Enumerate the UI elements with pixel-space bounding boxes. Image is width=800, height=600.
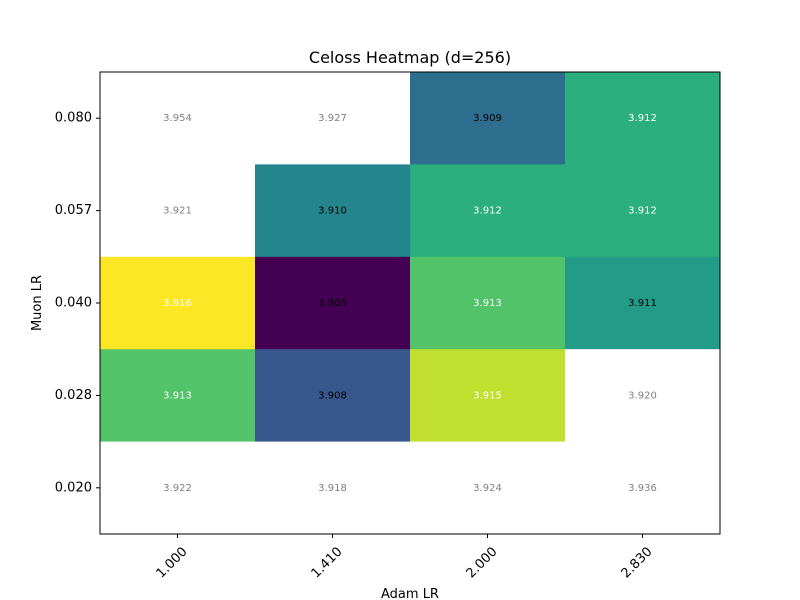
heatmap-cell	[410, 72, 566, 165]
cell-value-label: 3.913	[163, 390, 192, 401]
cell-value-label: 3.927	[318, 113, 347, 124]
y-tick-label: 0.020	[55, 480, 92, 495]
y-tick-label: 0.080	[55, 111, 92, 126]
heatmap-cell	[255, 441, 411, 535]
cell-value-label: 3.920	[628, 390, 657, 401]
cell-value-label: 3.905	[318, 298, 347, 309]
heatmap-cell	[255, 349, 411, 443]
cell-value-label: 3.954	[163, 113, 192, 124]
y-tick-label: 0.057	[55, 203, 92, 218]
x-tick-label: 1.410	[309, 544, 346, 581]
chart-title: Celoss Heatmap (d=256)	[309, 48, 511, 67]
cell-value-label: 3.936	[628, 483, 657, 494]
heatmap-cell	[100, 72, 256, 165]
y-tick-label: 0.028	[55, 388, 92, 403]
x-tick-label: 2.830	[619, 544, 656, 581]
cell-value-label: 3.913	[473, 298, 502, 309]
heatmap-cell	[410, 441, 566, 535]
cell-value-label: 3.921	[163, 206, 192, 217]
cell-value-label: 3.911	[628, 298, 657, 309]
x-tick-label: 2.000	[464, 544, 501, 581]
heatmap-cell	[565, 441, 721, 535]
cell-value-label: 3.909	[473, 113, 502, 124]
cell-value-label: 3.912	[473, 206, 502, 217]
cell-value-label: 3.916	[163, 298, 192, 309]
x-axis-label: Adam LR	[381, 587, 439, 600]
heatmap-cell	[410, 164, 566, 258]
heatmap-cell	[255, 72, 411, 165]
heatmap-cell	[100, 256, 256, 350]
heatmap-cells	[100, 72, 721, 535]
cell-value-label: 3.915	[473, 390, 502, 401]
heatmap-cell	[565, 72, 721, 165]
heatmap-cell	[255, 164, 411, 258]
heatmap-cell	[410, 256, 566, 350]
heatmap-cell	[565, 164, 721, 258]
cell-value-label: 3.910	[318, 206, 347, 217]
cell-value-label: 3.922	[163, 483, 192, 494]
y-tick-label: 0.040	[55, 296, 92, 311]
cell-value-label: 3.924	[473, 483, 502, 494]
heatmap-cell	[410, 349, 566, 443]
heatmap-cell	[100, 164, 256, 258]
heatmap-cell	[255, 256, 411, 350]
cell-value-label: 3.918	[318, 483, 347, 494]
heatmap-cell	[100, 441, 256, 535]
y-axis-label: Muon LR	[30, 275, 45, 331]
plot-frame	[99, 71, 721, 535]
cell-value-label: 3.912	[628, 113, 657, 124]
heatmap-cell-labels: 3.954 3.927 3.909 3.912 3.921 3.910 3.912 3.912…	[163, 113, 657, 494]
cell-value-label: 3.912	[628, 206, 657, 217]
heatmap-cell	[100, 349, 256, 443]
heatmap-cell	[565, 349, 721, 443]
heatmap-cell	[565, 256, 721, 350]
x-tick-label: 1.000	[154, 544, 191, 581]
cell-value-label: 3.908	[318, 390, 347, 401]
